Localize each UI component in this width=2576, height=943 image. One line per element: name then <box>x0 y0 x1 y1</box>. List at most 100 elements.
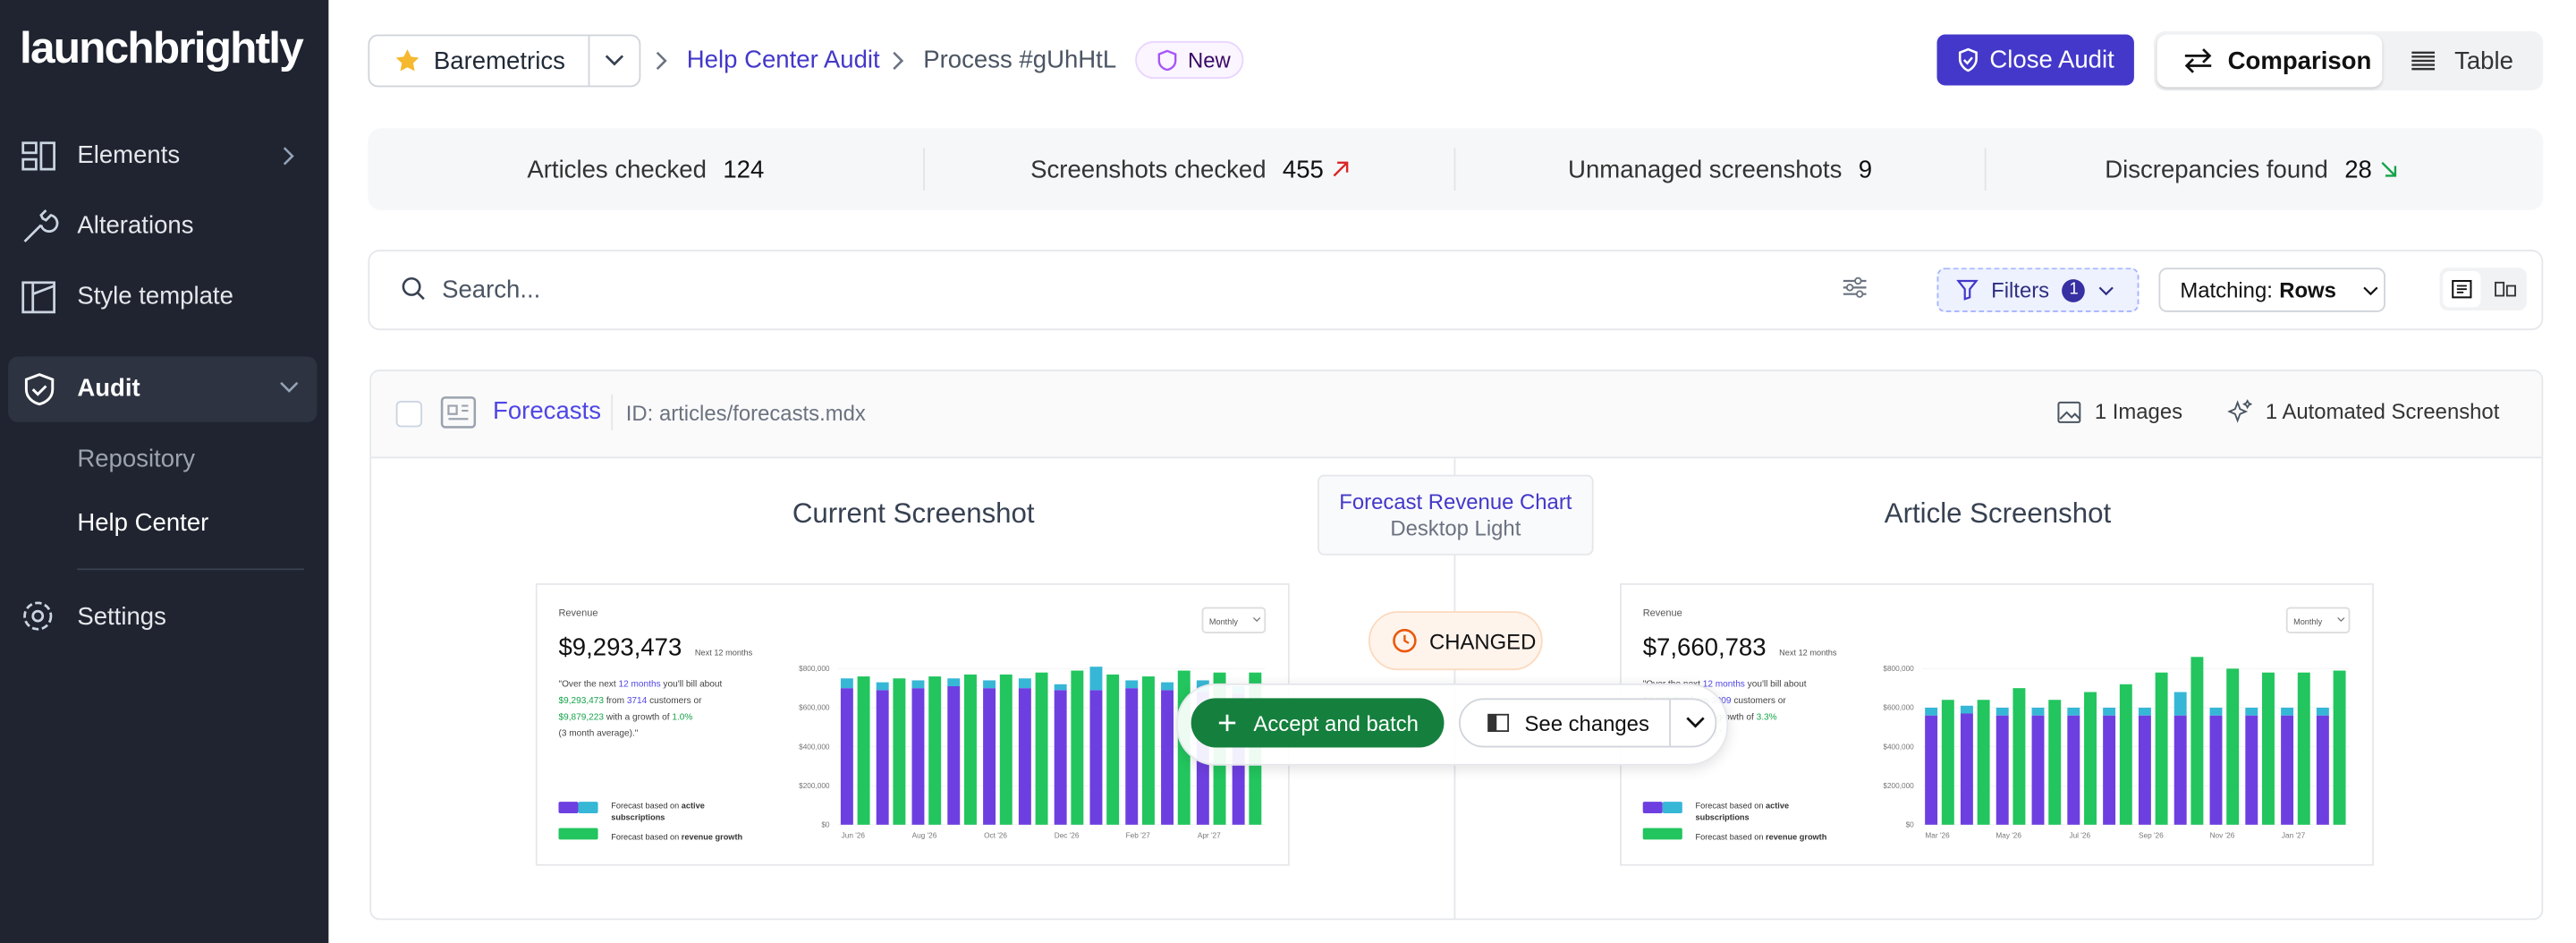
bar <box>2297 672 2310 825</box>
circle-shape <box>31 609 45 623</box>
bar <box>1977 700 1990 825</box>
bar <box>999 674 1013 825</box>
y-tick-label: $600,000 <box>799 704 830 712</box>
nav-item[interactable]: Alterations <box>77 211 194 241</box>
path-shape <box>2411 51 2436 71</box>
path-shape <box>1686 717 1705 728</box>
bar <box>2209 707 2223 716</box>
bar <box>2281 707 2294 716</box>
close-audit-button[interactable]: Close Audit <box>1936 34 2134 86</box>
path-shape <box>31 282 55 312</box>
search-input[interactable]: Search... <box>442 276 541 304</box>
article-id: ID: articles/forecasts.mdx <box>625 401 866 426</box>
y-tick-label: $0 <box>1906 821 1915 829</box>
quote-line: (3 month average)." <box>558 729 638 739</box>
text-segment: revenue growth <box>682 832 743 841</box>
nav-item[interactable]: Style template <box>77 282 233 311</box>
bar <box>2103 707 2116 716</box>
bar <box>2067 707 2080 716</box>
path-shape <box>1157 49 1177 71</box>
screenshot-variant: Desktop Light <box>1390 515 1521 541</box>
text-segment: you'll bill about <box>1745 680 1807 690</box>
divider <box>1984 148 1987 191</box>
bar <box>947 678 961 686</box>
breadcrumb-sep <box>893 51 904 71</box>
chart-amount: $9,293,473 <box>558 633 682 661</box>
view-table[interactable]: Table <box>2409 35 2540 88</box>
workspace-select[interactable]: Baremetrics <box>368 34 641 88</box>
text-segment: "Over the next <box>558 680 618 690</box>
view-comparison[interactable]: Comparison <box>2157 34 2383 88</box>
bar <box>2012 688 2026 825</box>
stat-value: 28 <box>2344 155 2372 183</box>
workspace-name: Baremetrics <box>433 47 565 75</box>
nav-item[interactable]: Settings <box>77 602 166 632</box>
y-tick-label: $400,000 <box>1883 743 1914 751</box>
sub-nav-item[interactable]: Help Center <box>77 509 209 538</box>
text-segment: customers or <box>647 696 702 706</box>
x-tick-label: Oct '26 <box>984 831 1007 839</box>
chevron[interactable] <box>1684 715 1707 731</box>
breadcrumb-sep <box>656 51 667 71</box>
bar <box>983 680 996 689</box>
path-shape <box>416 291 425 301</box>
x-tick-label: Aug '26 <box>912 831 937 839</box>
x-tick-label: Jul '26 <box>2069 831 2090 839</box>
bar <box>2316 715 2329 825</box>
sub-nav-item[interactable]: Repository <box>77 445 196 473</box>
bar <box>840 678 853 689</box>
legend-swatch <box>578 802 598 813</box>
text-segment: (3 month average)." <box>558 729 638 739</box>
bar <box>1071 670 1084 825</box>
bar <box>2048 700 2062 825</box>
layout-icon[interactable] <box>2494 279 2517 299</box>
text-segment: 12 months <box>1703 680 1745 690</box>
breadcrumb-link[interactable]: Help Center Audit <box>686 46 880 74</box>
x-tick-label: Dec '26 <box>1055 831 1080 839</box>
bar <box>1925 707 1938 716</box>
rect-shape <box>39 141 55 171</box>
sidebar: launchbrightly Elements Alterations Styl… <box>0 0 329 943</box>
bar <box>1054 690 1067 825</box>
chart-label: Revenue <box>1643 608 1682 619</box>
nav-item[interactable]: Audit <box>77 374 140 403</box>
path-shape <box>283 147 294 166</box>
path-shape <box>280 381 299 393</box>
rect-shape <box>1487 713 1510 733</box>
bar <box>840 688 853 825</box>
path-shape <box>2184 48 2212 73</box>
see-changes-button[interactable]: See changes <box>1459 698 1717 748</box>
nav-item[interactable]: Elements <box>77 140 181 170</box>
matching-select[interactable]: Matching: Rows <box>2158 268 2385 312</box>
bar <box>1996 715 2009 825</box>
circle-shape <box>1393 628 1417 653</box>
rect-shape <box>2057 401 2081 423</box>
up-arrow <box>1333 161 1348 177</box>
article-title[interactable]: Forecasts <box>493 397 601 426</box>
divider <box>923 148 926 191</box>
sliders-icon[interactable] <box>1842 275 1868 301</box>
legend-swatch <box>1642 802 1663 813</box>
filters-button[interactable]: Filters 1 <box>1936 268 2140 312</box>
layout-option[interactable] <box>2443 270 2481 308</box>
x-tick-label: Sep '26 <box>2139 831 2164 839</box>
legend-text: Forecast based on revenue growth <box>1696 832 1827 841</box>
stat: Articles checked 124 <box>368 128 923 210</box>
circle-shape <box>1854 276 1862 285</box>
bar <box>876 682 889 691</box>
path-shape <box>1956 279 1979 301</box>
screenshot-name: Forecast Revenue Chart <box>1339 489 1572 514</box>
bar <box>1089 690 1103 825</box>
x-tick-label: Jun '26 <box>842 831 866 839</box>
logo: launchbrightly <box>20 22 304 72</box>
checkbox[interactable] <box>395 401 423 428</box>
path-shape <box>656 51 667 71</box>
chevron <box>1252 616 1261 623</box>
bar <box>2245 707 2258 716</box>
stat-label: Unmanaged screenshots <box>1568 155 1843 183</box>
accept-button[interactable]: Accept and batch <box>1191 698 1445 748</box>
bar <box>2262 672 2275 825</box>
bar <box>876 690 889 825</box>
rect-shape <box>1488 714 1497 732</box>
table-icon <box>2411 51 2436 71</box>
